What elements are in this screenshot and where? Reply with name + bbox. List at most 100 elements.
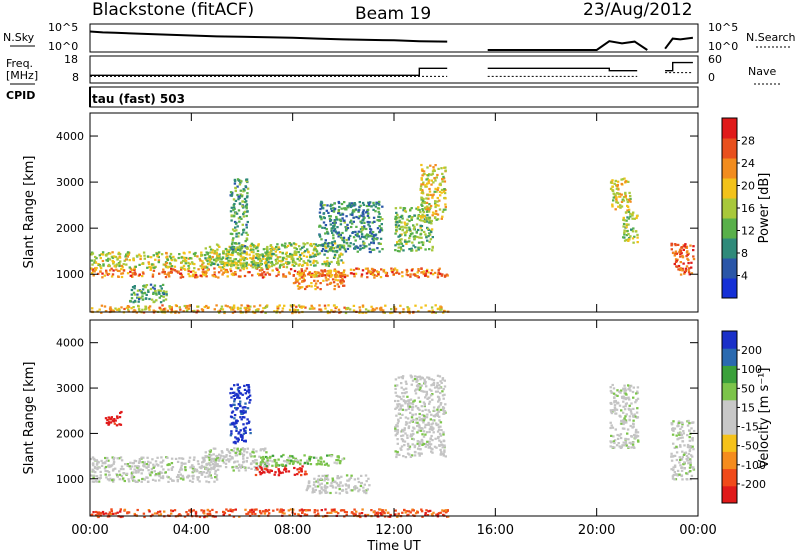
echo-cell bbox=[148, 265, 151, 269]
echo-cell bbox=[443, 410, 447, 413]
echo-cell bbox=[376, 511, 379, 514]
echo-cell bbox=[406, 448, 410, 451]
echo-cell bbox=[220, 261, 224, 265]
echo-cell bbox=[251, 266, 254, 269]
echo-cell bbox=[421, 243, 425, 246]
echo-cell bbox=[434, 200, 437, 203]
echo-cell bbox=[337, 210, 340, 213]
echo-cell bbox=[330, 455, 333, 458]
echo-cell bbox=[363, 221, 366, 224]
echo-cell bbox=[628, 238, 631, 241]
echo-cell bbox=[150, 467, 154, 471]
echo-cell bbox=[292, 308, 295, 311]
echo-cell bbox=[118, 262, 121, 265]
echo-cell bbox=[210, 460, 213, 464]
echo-cell bbox=[313, 270, 317, 274]
y-tick-label: 3000 bbox=[56, 176, 84, 189]
echo-cell bbox=[192, 509, 195, 512]
echo-cell bbox=[124, 463, 127, 466]
echo-cell bbox=[341, 237, 344, 240]
echo-cell bbox=[356, 232, 359, 235]
echo-cell bbox=[237, 253, 240, 256]
echo-cell bbox=[164, 471, 167, 474]
echo-cell bbox=[172, 255, 175, 258]
echo-cell bbox=[231, 264, 234, 267]
echo-cell bbox=[430, 183, 433, 186]
echo-cell bbox=[243, 448, 247, 451]
echo-cell bbox=[339, 279, 342, 282]
echo-cell bbox=[122, 263, 125, 266]
echo-cell bbox=[307, 480, 311, 483]
echo-cell bbox=[229, 268, 232, 271]
echo-cell bbox=[367, 223, 370, 226]
echo-cell bbox=[239, 410, 243, 413]
echo-cell bbox=[366, 513, 370, 517]
echo-cell bbox=[271, 464, 274, 467]
echo-cell bbox=[435, 212, 438, 215]
echo-cell bbox=[632, 407, 635, 410]
echo-cell bbox=[406, 306, 409, 309]
echo-cell bbox=[193, 253, 196, 256]
echo-cell bbox=[430, 434, 433, 438]
echo-cell bbox=[430, 269, 434, 272]
echo-cell bbox=[238, 453, 241, 456]
echo-cell bbox=[159, 308, 163, 311]
echo-cell bbox=[674, 260, 678, 263]
echo-cell bbox=[332, 225, 336, 228]
colorbar-tick-label: -50 bbox=[741, 440, 759, 453]
echo-cell bbox=[209, 463, 212, 466]
echo-cell bbox=[112, 460, 116, 464]
echo-cell bbox=[677, 243, 680, 246]
echo-cell bbox=[617, 188, 620, 191]
echo-cell bbox=[239, 264, 243, 267]
echo-cell bbox=[240, 418, 243, 421]
echo-cell bbox=[429, 272, 433, 275]
echo-cell bbox=[182, 476, 185, 479]
echo-cell bbox=[688, 267, 691, 270]
echo-cell bbox=[104, 417, 108, 420]
echo-cell bbox=[329, 248, 332, 251]
echo-cell bbox=[336, 226, 339, 229]
echo-cell bbox=[126, 463, 130, 466]
echo-cell bbox=[422, 241, 425, 244]
echo-cell bbox=[289, 268, 293, 271]
echo-cell bbox=[228, 513, 231, 517]
echo-cell bbox=[226, 271, 229, 274]
echo-cell bbox=[274, 464, 278, 467]
echo-cell bbox=[352, 220, 355, 223]
echo-cell bbox=[171, 509, 174, 513]
echo-cell bbox=[366, 220, 369, 224]
echo-cell bbox=[232, 273, 235, 277]
echo-cell bbox=[440, 453, 443, 456]
echo-cell bbox=[130, 307, 133, 310]
echo-cell bbox=[280, 455, 283, 458]
echo-cell bbox=[349, 242, 352, 245]
echo-cell bbox=[439, 380, 442, 383]
echo-cell bbox=[220, 258, 223, 261]
echo-cell bbox=[233, 384, 236, 387]
echo-cell bbox=[202, 262, 205, 265]
echo-cell bbox=[237, 209, 241, 212]
echo-cell bbox=[357, 210, 360, 213]
echo-cell bbox=[257, 255, 261, 259]
echo-cell bbox=[308, 271, 311, 274]
echo-cell bbox=[432, 166, 435, 169]
colorbar-swatch bbox=[722, 399, 737, 418]
echo-cell bbox=[177, 473, 180, 477]
velocity-ylabel: Slant Range [km] bbox=[22, 362, 37, 475]
echo-cell bbox=[303, 274, 307, 277]
echo-cell bbox=[438, 199, 441, 202]
echo-cell bbox=[407, 407, 411, 410]
echo-cell bbox=[322, 489, 325, 492]
echo-cell bbox=[242, 423, 245, 426]
echo-cell bbox=[203, 459, 206, 462]
echo-cell bbox=[439, 421, 443, 424]
echo-cell bbox=[96, 480, 99, 483]
echo-cell bbox=[275, 267, 278, 270]
echo-cell bbox=[436, 218, 440, 221]
echo-cell bbox=[294, 243, 298, 246]
echo-cell bbox=[345, 242, 349, 245]
echo-cell bbox=[446, 274, 449, 277]
echo-cell bbox=[677, 420, 681, 423]
echo-cell bbox=[418, 388, 422, 391]
